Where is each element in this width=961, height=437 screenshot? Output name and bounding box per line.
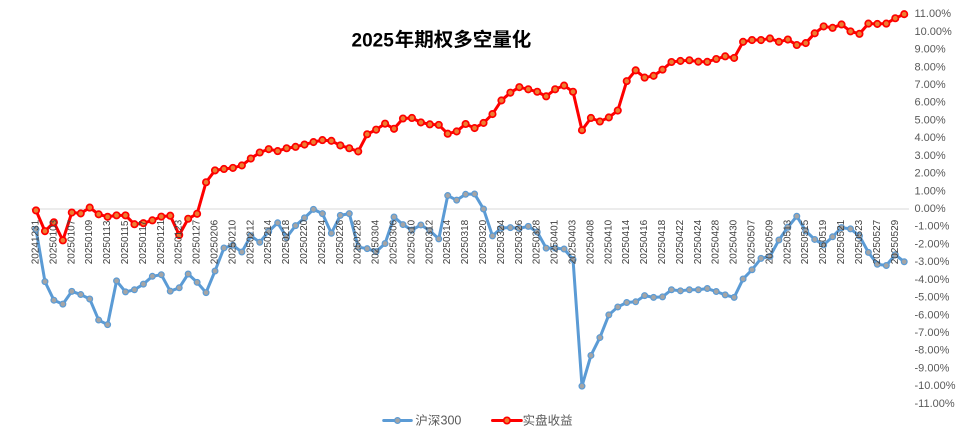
svg-text:20250212: 20250212 bbox=[245, 219, 256, 264]
svg-text:-10.00%: -10.00% bbox=[915, 380, 956, 392]
svg-text:10.00%: 10.00% bbox=[915, 26, 953, 38]
svg-text:20250513: 20250513 bbox=[782, 219, 793, 264]
svg-text:20250401: 20250401 bbox=[550, 219, 561, 264]
svg-text:4.00%: 4.00% bbox=[915, 132, 946, 144]
svg-text:20250314: 20250314 bbox=[442, 219, 453, 264]
svg-text:20250312: 20250312 bbox=[424, 219, 435, 264]
svg-text:-5.00%: -5.00% bbox=[915, 292, 950, 304]
svg-text:-1.00%: -1.00% bbox=[915, 221, 950, 233]
svg-text:20250127: 20250127 bbox=[192, 219, 203, 264]
svg-text:20250324: 20250324 bbox=[496, 219, 507, 264]
svg-text:20250107: 20250107 bbox=[66, 219, 77, 264]
svg-text:9.00%: 9.00% bbox=[915, 44, 946, 56]
svg-text:20250416: 20250416 bbox=[639, 219, 650, 264]
svg-text:20250226: 20250226 bbox=[335, 219, 346, 264]
svg-text:-8.00%: -8.00% bbox=[915, 345, 950, 357]
svg-text:20250507: 20250507 bbox=[747, 219, 758, 264]
svg-text:20250515: 20250515 bbox=[800, 219, 811, 264]
svg-text:20250103: 20250103 bbox=[48, 219, 59, 264]
svg-text:20250210: 20250210 bbox=[227, 219, 238, 264]
svg-text:20250326: 20250326 bbox=[514, 219, 525, 264]
svg-text:0.00%: 0.00% bbox=[915, 203, 946, 215]
svg-text:6.00%: 6.00% bbox=[915, 97, 946, 109]
svg-text:3.00%: 3.00% bbox=[915, 150, 946, 162]
svg-text:-6.00%: -6.00% bbox=[915, 309, 950, 321]
svg-text:20250418: 20250418 bbox=[657, 219, 668, 264]
svg-text:20250218: 20250218 bbox=[281, 219, 292, 264]
svg-text:1.00%: 1.00% bbox=[915, 185, 946, 197]
svg-text:20250403: 20250403 bbox=[568, 219, 579, 264]
svg-text:20250509: 20250509 bbox=[764, 219, 775, 264]
svg-text:2025: 2025 bbox=[352, 30, 395, 51]
svg-text:-3.00%: -3.00% bbox=[915, 256, 950, 268]
svg-text:20250519: 20250519 bbox=[818, 219, 829, 264]
svg-text:-2.00%: -2.00% bbox=[915, 238, 950, 250]
svg-text:11.00%: 11.00% bbox=[915, 8, 952, 20]
svg-text:-11.00%: -11.00% bbox=[915, 398, 955, 410]
svg-text:-7.00%: -7.00% bbox=[915, 327, 950, 339]
svg-text:20250115: 20250115 bbox=[120, 220, 131, 264]
svg-text:20250523: 20250523 bbox=[854, 219, 865, 264]
svg-text:20250318: 20250318 bbox=[460, 219, 471, 264]
svg-text:20250224: 20250224 bbox=[317, 219, 328, 264]
svg-text:20250123: 20250123 bbox=[174, 219, 185, 264]
svg-text:20250109: 20250109 bbox=[84, 219, 95, 264]
svg-text:20250414: 20250414 bbox=[621, 219, 632, 264]
svg-text:20250206: 20250206 bbox=[210, 219, 221, 264]
svg-text:300: 300 bbox=[441, 414, 462, 428]
svg-text:20250424: 20250424 bbox=[693, 219, 704, 264]
svg-text:20250320: 20250320 bbox=[478, 219, 489, 264]
svg-text:8.00%: 8.00% bbox=[915, 61, 946, 73]
svg-text:-9.00%: -9.00% bbox=[915, 362, 950, 374]
svg-text:20250408: 20250408 bbox=[585, 219, 596, 264]
svg-text:20250527: 20250527 bbox=[872, 219, 883, 264]
svg-text:2.00%: 2.00% bbox=[915, 168, 946, 180]
svg-text:20250121: 20250121 bbox=[156, 219, 167, 264]
svg-text:20250306: 20250306 bbox=[389, 219, 400, 264]
svg-text:20241231: 20241231 bbox=[31, 219, 42, 264]
svg-text:20250214: 20250214 bbox=[263, 219, 274, 264]
svg-text:20250304: 20250304 bbox=[371, 219, 382, 264]
svg-text:20250410: 20250410 bbox=[603, 219, 614, 264]
svg-text:20250310: 20250310 bbox=[406, 219, 417, 264]
svg-text:20250117: 20250117 bbox=[138, 220, 149, 264]
svg-text:20250328: 20250328 bbox=[532, 219, 543, 264]
svg-text:20250113: 20250113 bbox=[102, 220, 113, 264]
svg-text:20250521: 20250521 bbox=[836, 219, 847, 264]
svg-text:5.00%: 5.00% bbox=[915, 114, 946, 126]
svg-text:20250228: 20250228 bbox=[353, 219, 364, 264]
svg-text:7.00%: 7.00% bbox=[915, 79, 946, 91]
svg-text:20250220: 20250220 bbox=[299, 219, 310, 264]
svg-text:20250529: 20250529 bbox=[890, 219, 901, 264]
svg-text:20250430: 20250430 bbox=[729, 219, 740, 264]
svg-text:20250422: 20250422 bbox=[675, 219, 686, 264]
svg-text:-4.00%: -4.00% bbox=[915, 274, 950, 286]
svg-text:20250428: 20250428 bbox=[711, 219, 722, 264]
